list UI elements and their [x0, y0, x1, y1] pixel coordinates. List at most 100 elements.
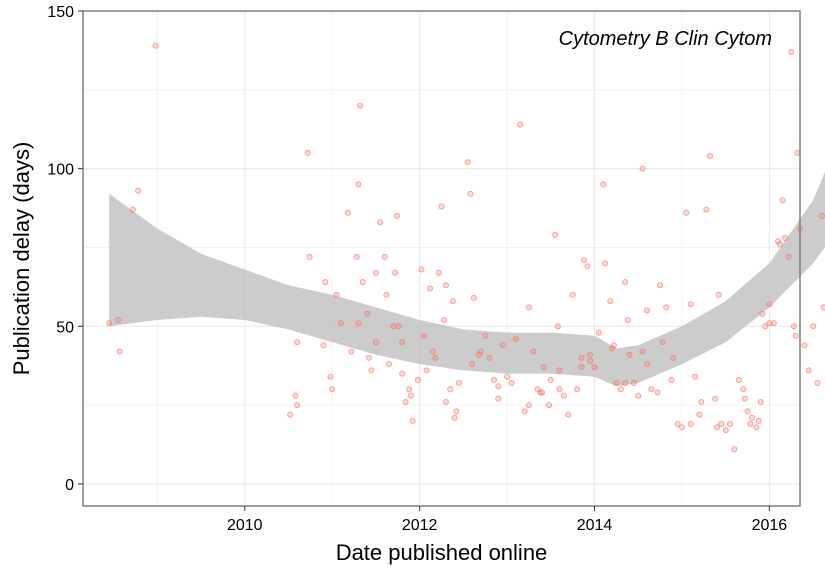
data-point [624, 316, 631, 323]
data-point [648, 386, 655, 393]
data-point [735, 376, 742, 383]
data-point [766, 320, 773, 327]
data-point [129, 206, 136, 213]
data-point [106, 320, 113, 327]
data-point [355, 320, 362, 327]
data-point [395, 323, 402, 330]
data-point [435, 269, 442, 276]
data-point [348, 348, 355, 355]
data-point [552, 231, 559, 238]
x-axis-title: Date published online [336, 540, 548, 565]
data-point [377, 219, 384, 226]
data-point [442, 282, 449, 289]
data-point [748, 414, 755, 421]
data-point [399, 370, 406, 377]
data-point [785, 253, 792, 260]
data-point [715, 291, 722, 298]
data-point [359, 279, 366, 286]
data-points [106, 42, 825, 453]
data-point [392, 269, 399, 276]
data-point [467, 190, 474, 197]
data-point [381, 253, 388, 260]
data-point [414, 376, 421, 383]
data-point [476, 351, 483, 358]
data-point [762, 323, 769, 330]
data-point [409, 417, 416, 424]
y-tick-label: 100 [47, 162, 74, 179]
data-point [779, 197, 786, 204]
data-point [385, 361, 392, 368]
data-point [587, 357, 594, 364]
data-point [744, 408, 751, 415]
data-point [438, 203, 445, 210]
data-point [521, 408, 528, 415]
data-point [657, 282, 664, 289]
data-point [372, 339, 379, 346]
data-point [610, 342, 617, 349]
x-tick-label: 2014 [577, 517, 613, 534]
data-point [718, 420, 725, 427]
data-point [794, 149, 801, 156]
data-point [565, 411, 572, 418]
data-point [495, 395, 502, 402]
data-point [304, 149, 311, 156]
data-point [429, 348, 436, 355]
data-point [600, 181, 607, 188]
data-point [432, 354, 439, 361]
data-point [353, 253, 360, 260]
data-point [578, 354, 585, 361]
data-point [383, 291, 390, 298]
data-point [713, 424, 720, 431]
y-tick-label: 150 [47, 4, 74, 21]
data-point [152, 42, 159, 49]
data-point [683, 209, 690, 216]
data-point [584, 263, 591, 270]
data-point [776, 241, 783, 248]
data-point [447, 386, 454, 393]
data-point [320, 342, 327, 349]
data-point [441, 316, 448, 323]
data-point [556, 367, 563, 374]
data-point [820, 304, 825, 311]
data-point [477, 348, 484, 355]
data-point [357, 102, 364, 109]
data-point [727, 420, 734, 427]
data-point [757, 398, 764, 405]
data-point [322, 279, 329, 286]
data-point [630, 379, 637, 386]
data-point [540, 364, 547, 371]
data-point [546, 402, 553, 409]
data-point [818, 212, 825, 219]
data-point [659, 339, 666, 346]
data-point [451, 414, 458, 421]
data-point [687, 420, 694, 427]
data-point [508, 379, 515, 386]
data-point [759, 310, 766, 317]
data-point [587, 351, 594, 358]
data-point [504, 373, 511, 380]
data-point [790, 323, 797, 330]
data-point [644, 361, 651, 368]
data-point [712, 395, 719, 402]
data-point [595, 329, 602, 336]
axis-ticks: 2010 2012 2014 2016 0 50 100 150 [47, 4, 787, 534]
data-point [674, 420, 681, 427]
data-point [427, 285, 434, 292]
data-point [402, 398, 409, 405]
x-tick-label: 2010 [227, 517, 263, 534]
y-axis-title: Publication delay (days) [9, 142, 34, 376]
data-point [372, 269, 379, 276]
data-point [449, 298, 456, 305]
data-point [470, 294, 477, 301]
data-point [368, 367, 375, 374]
data-point [294, 402, 301, 409]
data-point [306, 253, 313, 260]
data-point [560, 392, 567, 399]
data-point [687, 301, 694, 308]
data-point [679, 424, 686, 431]
data-point [464, 159, 471, 166]
data-point [333, 291, 340, 298]
data-point [644, 307, 651, 314]
data-point [692, 373, 699, 380]
data-point [287, 411, 294, 418]
